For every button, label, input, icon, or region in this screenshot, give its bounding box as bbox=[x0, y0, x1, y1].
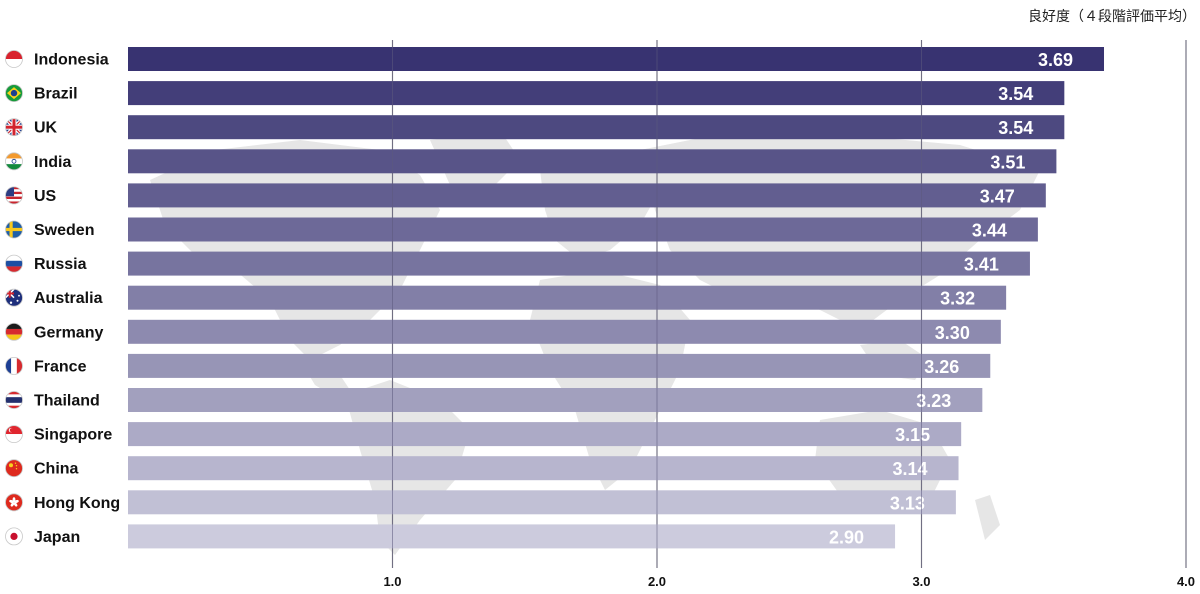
x-tick-label: 1.0 bbox=[383, 574, 401, 589]
value-label: 3.15 bbox=[895, 425, 930, 445]
value-label: 3.14 bbox=[892, 459, 927, 479]
country-label: Singapore bbox=[34, 427, 112, 444]
x-axis-ticks: 1.0 2.0 3.0 4.0 bbox=[383, 574, 1195, 589]
china-flag-icon bbox=[5, 459, 23, 478]
x-tick-label: 3.0 bbox=[912, 574, 930, 589]
australia-flag-icon bbox=[5, 288, 23, 307]
singapore-flag-icon bbox=[5, 425, 23, 444]
flag-icons bbox=[5, 50, 23, 546]
x-tick-label: 4.0 bbox=[1177, 574, 1195, 589]
country-label: Hong Kong bbox=[34, 495, 120, 512]
russia-flag-icon bbox=[5, 254, 23, 273]
gridlines-overlay bbox=[392, 40, 1187, 568]
country-label: Indonesia bbox=[34, 52, 109, 69]
bar bbox=[128, 47, 1105, 71]
bar bbox=[128, 81, 1065, 106]
country-label: Germany bbox=[34, 324, 103, 341]
x-tick-label: 2.0 bbox=[648, 574, 666, 589]
bar bbox=[128, 319, 1001, 344]
indonesia-flag-icon bbox=[5, 50, 23, 68]
bar bbox=[128, 183, 1046, 208]
bar bbox=[128, 149, 1057, 174]
bar bbox=[128, 456, 959, 481]
bar bbox=[128, 115, 1065, 140]
country-label: US bbox=[34, 188, 57, 205]
bars: 3.693.543.543.513.473.443.413.323.303.26… bbox=[128, 47, 1105, 549]
value-label: 3.54 bbox=[998, 84, 1033, 104]
value-label: 3.47 bbox=[980, 186, 1015, 206]
value-label: 3.69 bbox=[1038, 50, 1073, 70]
value-label: 3.23 bbox=[916, 391, 951, 411]
value-label: 2.90 bbox=[829, 527, 864, 547]
value-label: 3.51 bbox=[990, 152, 1025, 172]
germany-flag-icon bbox=[5, 322, 23, 341]
value-label: 3.54 bbox=[998, 118, 1033, 138]
value-label: 3.30 bbox=[935, 323, 970, 343]
value-label: 3.13 bbox=[890, 493, 925, 513]
country-label: Brazil bbox=[34, 86, 78, 103]
bar bbox=[128, 422, 962, 447]
country-label: China bbox=[34, 461, 79, 478]
uk-flag-icon bbox=[5, 118, 23, 137]
japan-flag-icon bbox=[5, 527, 23, 546]
value-label: 3.44 bbox=[972, 221, 1007, 241]
value-label: 3.32 bbox=[940, 289, 975, 309]
country-label: India bbox=[34, 154, 71, 171]
country-label: Thailand bbox=[34, 393, 100, 410]
country-label: Sweden bbox=[34, 222, 94, 239]
india-flag-icon bbox=[5, 152, 23, 171]
us-flag-icon bbox=[5, 186, 23, 205]
bar bbox=[128, 388, 983, 412]
country-label: UK bbox=[34, 120, 58, 137]
bar bbox=[128, 251, 1030, 276]
brazil-flag-icon bbox=[5, 84, 23, 102]
value-label: 3.26 bbox=[924, 357, 959, 377]
country-label: Japan bbox=[34, 529, 80, 546]
value-label: 3.41 bbox=[964, 255, 999, 275]
bar bbox=[128, 490, 956, 515]
bar bbox=[128, 524, 896, 549]
france-flag-icon bbox=[5, 356, 23, 375]
sweden-flag-icon bbox=[5, 220, 23, 239]
bar bbox=[128, 353, 991, 378]
axis-unit-label: 良好度（４段階評価平均） bbox=[1028, 9, 1196, 25]
bar bbox=[128, 217, 1038, 242]
hong-kong-flag-icon bbox=[5, 493, 23, 512]
bar bbox=[128, 285, 1007, 310]
country-label: Russia bbox=[34, 256, 87, 273]
country-label: France bbox=[34, 358, 87, 375]
country-labels: Indonesia Brazil UK India US Sweden Russia Aust… bbox=[34, 52, 120, 546]
thailand-flag-icon bbox=[5, 391, 23, 409]
country-label: Australia bbox=[34, 290, 103, 307]
